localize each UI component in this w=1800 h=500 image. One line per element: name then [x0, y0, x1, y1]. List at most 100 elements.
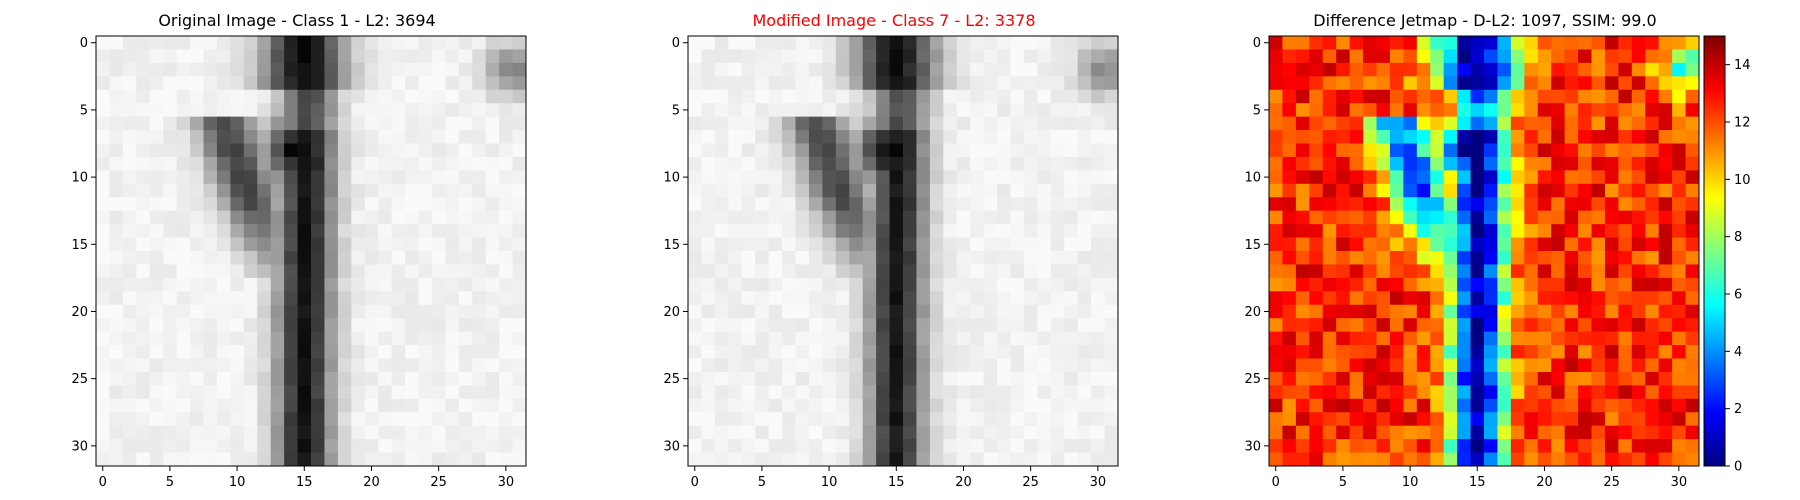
heatmap-cell	[1430, 130, 1445, 144]
heatmap-cell	[418, 304, 433, 319]
heatmap-cell	[983, 49, 998, 64]
heatmap-cell	[1524, 76, 1539, 91]
heatmap-cell	[1658, 358, 1673, 373]
heatmap-cell	[1564, 62, 1579, 77]
heatmap-cell	[1389, 183, 1404, 198]
heatmap-cell	[1685, 251, 1700, 265]
heatmap-cell	[808, 439, 823, 453]
heatmap-cell	[284, 264, 298, 279]
heatmap-cell	[1618, 385, 1633, 400]
x-tick-label: 30	[1090, 475, 1107, 490]
heatmap-cell	[270, 345, 285, 359]
heatmap-cell	[311, 358, 325, 373]
heatmap-cell	[1631, 237, 1646, 252]
heatmap-cell	[1470, 398, 1485, 413]
heatmap-cell	[876, 358, 890, 373]
heatmap-cell	[230, 304, 245, 319]
heatmap-cell	[1591, 210, 1606, 225]
heatmap-cell	[728, 371, 743, 386]
heatmap-cell	[849, 385, 864, 400]
heatmap-cell	[391, 304, 406, 319]
heatmap-cell	[876, 49, 890, 64]
heatmap-cell	[1336, 36, 1351, 50]
heatmap-cell	[701, 318, 716, 333]
heatmap-cell	[405, 412, 419, 427]
heatmap-cell	[216, 345, 231, 359]
heatmap-cell	[983, 304, 998, 319]
heatmap-cell	[768, 371, 783, 386]
heatmap-cell	[1336, 385, 1351, 400]
heatmap-cell	[445, 89, 460, 104]
heatmap-cell	[835, 237, 850, 252]
heatmap-cell	[1591, 291, 1606, 306]
heatmap-cell	[889, 452, 904, 467]
heatmap-cell	[163, 183, 178, 198]
heatmap-cell	[485, 116, 500, 131]
heatmap-cell	[903, 143, 917, 158]
heatmap-cell	[1064, 237, 1079, 252]
heatmap-cell	[405, 264, 419, 279]
heatmap-cell	[1564, 318, 1579, 333]
heatmap-cell	[701, 49, 716, 64]
heatmap-cell	[903, 277, 917, 292]
heatmap-cell	[1524, 304, 1539, 319]
heatmap-cell	[849, 331, 864, 346]
heatmap-cell	[1443, 183, 1458, 198]
heatmap-cell	[1645, 358, 1660, 373]
heatmap-cell	[499, 36, 513, 50]
heatmap-cell	[1484, 385, 1498, 400]
heatmap-cell	[916, 439, 931, 453]
heatmap-cell	[1658, 197, 1673, 212]
heatmap-cell	[1578, 170, 1592, 185]
heatmap-cell	[1363, 277, 1377, 292]
heatmap-cell	[755, 116, 770, 131]
heatmap-cell	[378, 291, 393, 306]
heatmap-cell	[862, 49, 877, 64]
heatmap-cell	[1618, 291, 1633, 306]
heatmap-cell	[768, 452, 783, 467]
heatmap-cell	[849, 358, 864, 373]
heatmap-cell	[431, 251, 446, 265]
heatmap-cell	[337, 291, 352, 306]
heatmap-cell	[176, 103, 191, 118]
heatmap-cell	[1604, 143, 1619, 158]
heatmap-cell	[1457, 89, 1471, 104]
heatmap-cell	[230, 183, 245, 198]
heatmap-cell	[701, 277, 716, 292]
heatmap-cell	[929, 156, 944, 171]
heatmap-cell	[1064, 318, 1079, 333]
heatmap-cell	[203, 143, 218, 158]
heatmap-cell	[337, 103, 352, 118]
heatmap-cell	[1077, 89, 1092, 104]
heatmap-cell	[876, 425, 890, 440]
heatmap-cell	[808, 345, 823, 359]
heatmap-cell	[1309, 197, 1324, 212]
heatmap-cell	[929, 197, 944, 212]
x-tick-label: 25	[1022, 475, 1039, 490]
y-tick-label: 10	[1244, 171, 1261, 186]
heatmap-cell	[1631, 183, 1646, 198]
heatmap-cell	[391, 130, 406, 144]
heatmap-cell	[418, 116, 433, 131]
heatmap-cell	[1349, 398, 1364, 413]
heatmap-cell	[1510, 143, 1525, 158]
heatmap-cell	[1430, 304, 1445, 319]
heatmap-cell	[284, 304, 298, 319]
heatmap-cell	[1104, 197, 1119, 212]
heatmap-cell	[943, 331, 958, 346]
heatmap-cell	[876, 439, 890, 453]
heatmap-cell	[741, 89, 756, 104]
heatmap-cell	[741, 251, 756, 265]
heatmap-cell	[1470, 89, 1485, 104]
heatmap-cell	[956, 210, 971, 225]
heatmap-cell	[337, 251, 352, 265]
heatmap-cell	[1537, 291, 1552, 306]
heatmap-cell	[862, 291, 877, 306]
heatmap-cell	[485, 304, 500, 319]
heatmap-cell	[1309, 425, 1324, 440]
heatmap-cell	[405, 156, 419, 171]
heatmap-cell	[1484, 76, 1498, 91]
heatmap-cell	[916, 89, 931, 104]
heatmap-cell	[808, 156, 823, 171]
heatmap-cell	[351, 291, 366, 306]
